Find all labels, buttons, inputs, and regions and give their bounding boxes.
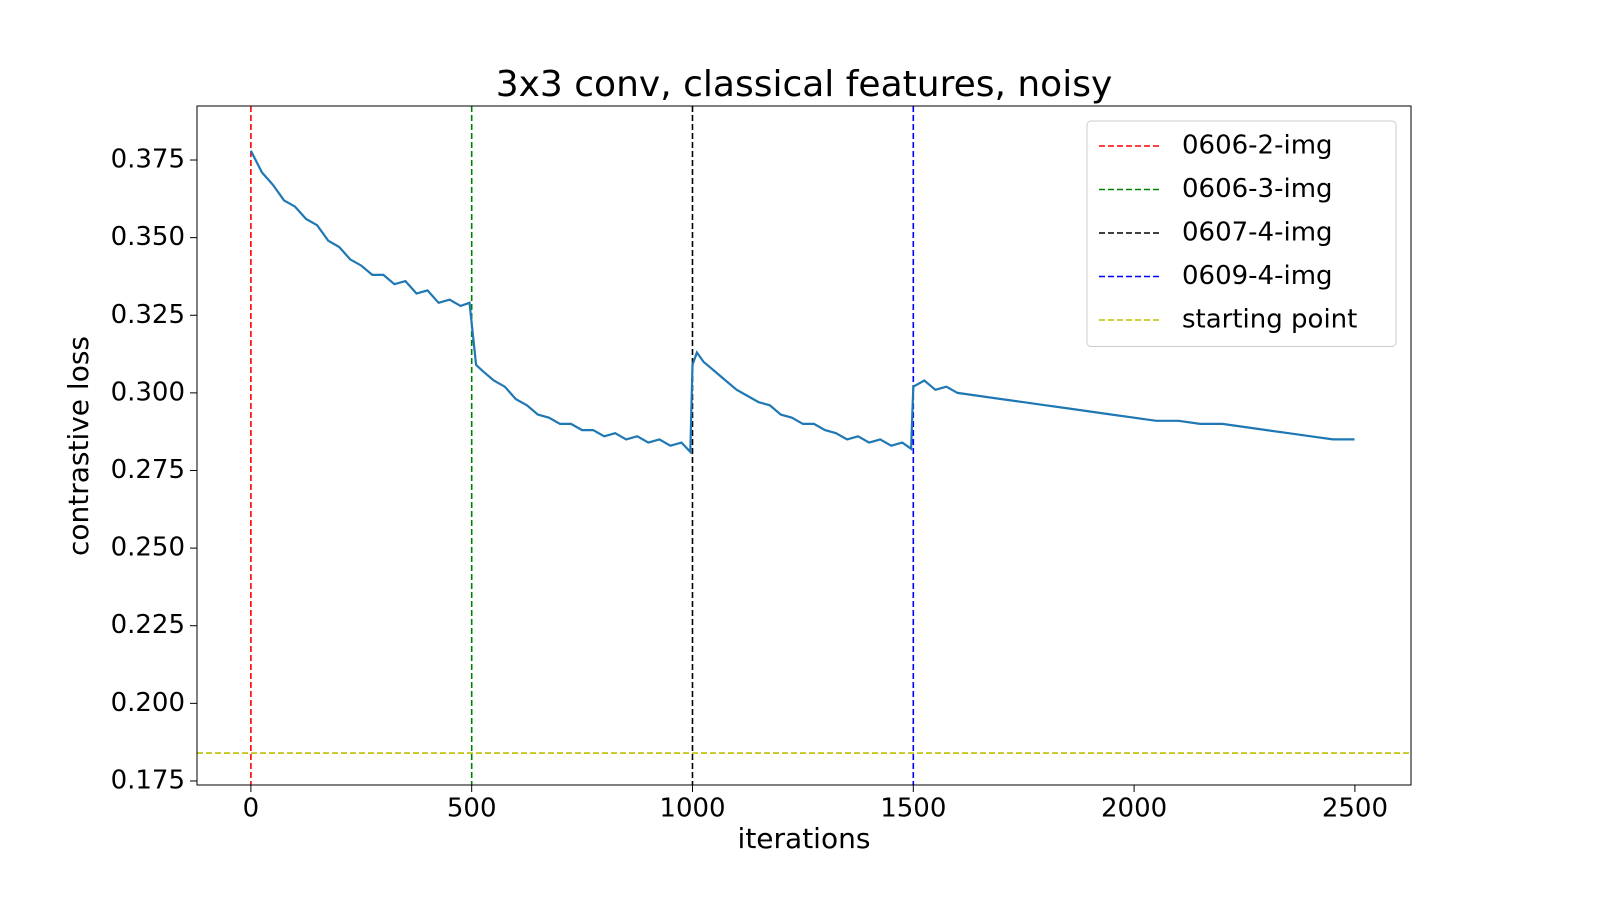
x-tick-label: 2500 [1322,794,1388,824]
y-axis-label: contrastive loss [62,336,95,556]
y-tick-label: 0.325 [111,300,185,330]
x-tick-label: 0 [243,794,260,824]
legend-label: starting point [1182,305,1357,335]
chart-title: 3x3 conv, classical features, noisy [496,64,1113,105]
legend-box [1086,120,1397,347]
x-tick-label: 1000 [659,794,725,824]
legend-label: 0606-3-img [1182,174,1333,204]
x-tick-label: 2000 [1101,794,1167,824]
legend-label: 0606-2-img [1182,131,1333,161]
data-line [249,150,1355,455]
y-tick-label: 0.175 [111,765,185,795]
plot-frame [196,105,1412,786]
y-tick-label: 0.300 [111,377,185,407]
x-axis-label: iterations [738,822,871,855]
x-tick-label: 500 [447,794,497,824]
y-tick-label: 0.275 [111,455,185,485]
y-tick-label: 0.200 [111,688,185,718]
y-tick-label: 0.350 [111,222,185,252]
x-tick-label: 1500 [880,794,946,824]
y-tick-label: 0.375 [111,145,185,175]
y-tick-label: 0.225 [111,610,185,640]
legend-label: 0609-4-img [1182,261,1333,291]
legend-label: 0607-4-img [1182,218,1333,248]
y-tick-label: 0.250 [111,533,185,563]
